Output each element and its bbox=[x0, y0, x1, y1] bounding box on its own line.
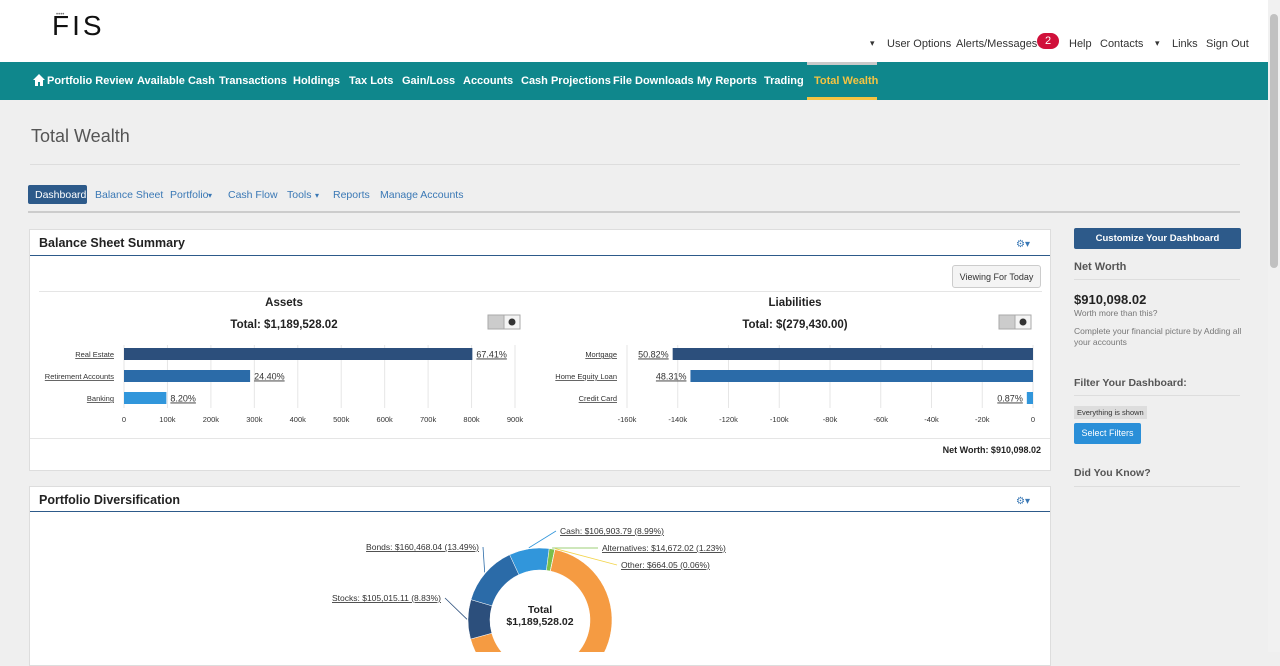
x-tick-label: 100k bbox=[159, 415, 176, 424]
donut-slice bbox=[471, 555, 519, 606]
bar bbox=[690, 370, 1033, 382]
x-tick-label: 0 bbox=[122, 415, 126, 424]
leader-line bbox=[483, 547, 485, 572]
pie-icon bbox=[509, 319, 516, 326]
bar bbox=[124, 392, 166, 404]
percent-label: 48.31% bbox=[656, 372, 687, 382]
x-tick-label: -160k bbox=[618, 415, 637, 424]
charts: Assets Total: $1,189,528.02 0 100k 200k 300k 4… bbox=[0, 0, 1268, 652]
chart-title: Liabilities bbox=[768, 297, 821, 309]
category-label: Home Equity Loan bbox=[555, 372, 617, 381]
x-tick-label: 0 bbox=[1031, 415, 1035, 424]
page: FIS •••• ▾ User Options Alerts/Messages … bbox=[0, 0, 1280, 652]
chart-subtitle: Total: $(279,430.00) bbox=[742, 319, 847, 331]
x-tick-label: -40k bbox=[924, 415, 939, 424]
category-label: Real Estate bbox=[75, 350, 114, 359]
slice-label: Bonds: $160,468.04 (13.49%) bbox=[366, 542, 479, 552]
chart-subtitle: Total: $1,189,528.02 bbox=[230, 319, 337, 331]
x-tick-label: 400k bbox=[290, 415, 307, 424]
x-tick-label: 900k bbox=[507, 415, 524, 424]
percent-label: 24.40% bbox=[254, 372, 285, 382]
x-tick-label: 800k bbox=[463, 415, 480, 424]
percent-label: 8.20% bbox=[170, 394, 196, 404]
donut-slice bbox=[468, 600, 492, 639]
bar bbox=[673, 348, 1033, 360]
slice-label: Stocks: $105,015.11 (8.83%) bbox=[332, 593, 441, 603]
bar-view-button bbox=[488, 315, 504, 329]
slice-label: Other: $664.05 (0.06%) bbox=[621, 560, 710, 570]
category-label: Banking bbox=[87, 394, 114, 403]
x-tick-label: 200k bbox=[203, 415, 220, 424]
leader-line bbox=[529, 531, 556, 548]
bar bbox=[1027, 392, 1033, 404]
category-label: Credit Card bbox=[579, 394, 617, 403]
x-tick-label: -80k bbox=[823, 415, 838, 424]
x-tick-label: -60k bbox=[873, 415, 888, 424]
category-label: Mortgage bbox=[585, 350, 617, 359]
percent-label: 50.82% bbox=[638, 350, 669, 360]
bar bbox=[124, 348, 472, 360]
x-tick-label: -20k bbox=[975, 415, 990, 424]
bar bbox=[124, 370, 250, 382]
chart-title: Assets bbox=[265, 297, 303, 309]
percent-label: 67.41% bbox=[476, 350, 507, 360]
pie-icon bbox=[1020, 319, 1027, 326]
donut-center-title: Total bbox=[528, 604, 552, 616]
percent-label: 0.87% bbox=[997, 394, 1023, 404]
leader-line bbox=[445, 598, 467, 619]
scroll-thumb[interactable] bbox=[1270, 14, 1278, 268]
x-tick-label: -120k bbox=[719, 415, 738, 424]
slice-label: Alternatives: $14,672.02 (1.23%) bbox=[602, 543, 726, 553]
x-tick-label: 500k bbox=[333, 415, 350, 424]
slice-label: Cash: $106,903.79 (8.99%) bbox=[560, 526, 664, 536]
donut-center-value: $1,189,528.02 bbox=[506, 616, 573, 628]
x-tick-label: 600k bbox=[377, 415, 394, 424]
x-tick-label: 700k bbox=[420, 415, 437, 424]
x-tick-label: -140k bbox=[668, 415, 687, 424]
category-label: Retirement Accounts bbox=[45, 372, 114, 381]
bar-view-button bbox=[999, 315, 1015, 329]
scrollbar[interactable] bbox=[1268, 0, 1280, 652]
x-tick-label: -100k bbox=[770, 415, 789, 424]
x-tick-label: 300k bbox=[246, 415, 263, 424]
